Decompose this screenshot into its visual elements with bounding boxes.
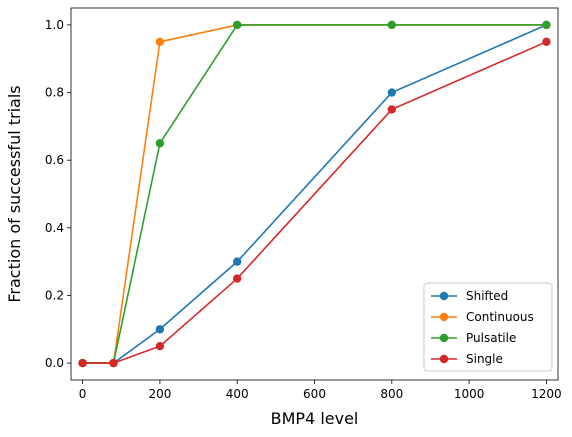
y-tick-label: 0.8 [45, 86, 64, 100]
data-point-single [78, 358, 87, 368]
x-axis-label: BMP4 level [271, 409, 359, 428]
legend-marker [439, 291, 449, 301]
legend-marker [439, 354, 449, 364]
data-point-pulsatile [155, 139, 165, 148]
data-point-continuous [155, 37, 165, 47]
data-point-single [109, 358, 118, 368]
data-point-single [232, 274, 242, 283]
series-single [78, 37, 551, 368]
x-tick-label: 800 [380, 387, 403, 401]
y-tick-label: 0.4 [45, 221, 64, 235]
y-tick-label: 1.0 [45, 18, 64, 32]
legend-label: Single [466, 352, 503, 366]
x-tick-label: 1000 [454, 387, 485, 401]
data-point-pulsatile [387, 20, 397, 30]
y-axis-label: Fraction of successful trials [5, 85, 24, 302]
legend-label: Continuous [466, 310, 534, 324]
x-axis: 0 200 400 600 800 1000 1200 [79, 380, 562, 401]
x-tick-label: 0 [79, 387, 87, 401]
legend-item-continuous: Continuous [431, 310, 534, 324]
data-point-shifted [387, 88, 397, 97]
legend-marker [439, 333, 449, 343]
legend-label: Shifted [466, 289, 508, 303]
legend-marker [439, 312, 449, 322]
data-point-single [155, 341, 165, 351]
legend: Shifted Continuous Pulsatile Single [423, 282, 553, 372]
legend-label: Pulsatile [466, 331, 516, 345]
data-point-shifted [155, 325, 165, 334]
data-point-single [542, 37, 551, 47]
series-layer [78, 20, 551, 368]
x-tick-label: 1200 [531, 387, 562, 401]
x-tick-label: 200 [148, 387, 171, 401]
series-line-single [82, 41, 547, 364]
data-point-single [387, 105, 397, 114]
x-tick-label: 400 [226, 387, 249, 401]
legend-item-single: Single [431, 352, 503, 366]
legend-item-pulsatile: Pulsatile [431, 331, 516, 345]
y-axis: 0.0 0.2 0.4 0.6 0.8 1.0 [45, 18, 71, 370]
y-tick-label: 0.2 [45, 288, 64, 302]
y-tick-label: 0.6 [45, 153, 64, 167]
legend-box [423, 282, 553, 372]
data-point-pulsatile [542, 20, 551, 30]
y-tick-label: 0.0 [45, 356, 64, 370]
x-tick-label: 600 [303, 387, 326, 401]
legend-item-shifted: Shifted [431, 289, 508, 303]
data-point-shifted [232, 257, 242, 266]
data-point-pulsatile [232, 20, 242, 30]
